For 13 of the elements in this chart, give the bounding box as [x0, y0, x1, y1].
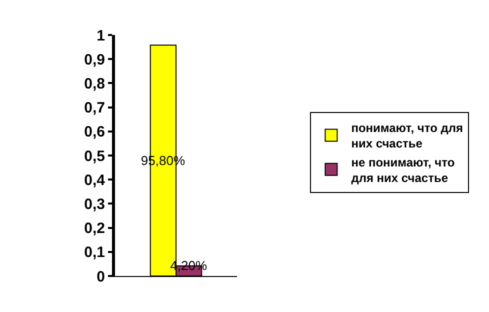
data-label: 4,20% — [170, 258, 208, 273]
y-tick-label: 0,8 — [84, 75, 105, 92]
y-tick-label: 0,5 — [84, 148, 105, 165]
y-tick-label: 0,3 — [84, 196, 105, 213]
y-tick-label: 0 — [96, 268, 105, 286]
y-tick-label: 0,4 — [84, 172, 106, 189]
y-tick-label: 0,2 — [84, 220, 105, 238]
y-tick-label: 0,7 — [84, 100, 105, 117]
y-tick-label: 0,1 — [84, 244, 105, 262]
y-tick-label: 0,6 — [84, 124, 105, 141]
legend-label: не понимают, что для них счастье — [351, 155, 455, 185]
y-tick-label: 0,9 — [84, 51, 105, 68]
y-tick-label: 1 — [96, 27, 105, 44]
